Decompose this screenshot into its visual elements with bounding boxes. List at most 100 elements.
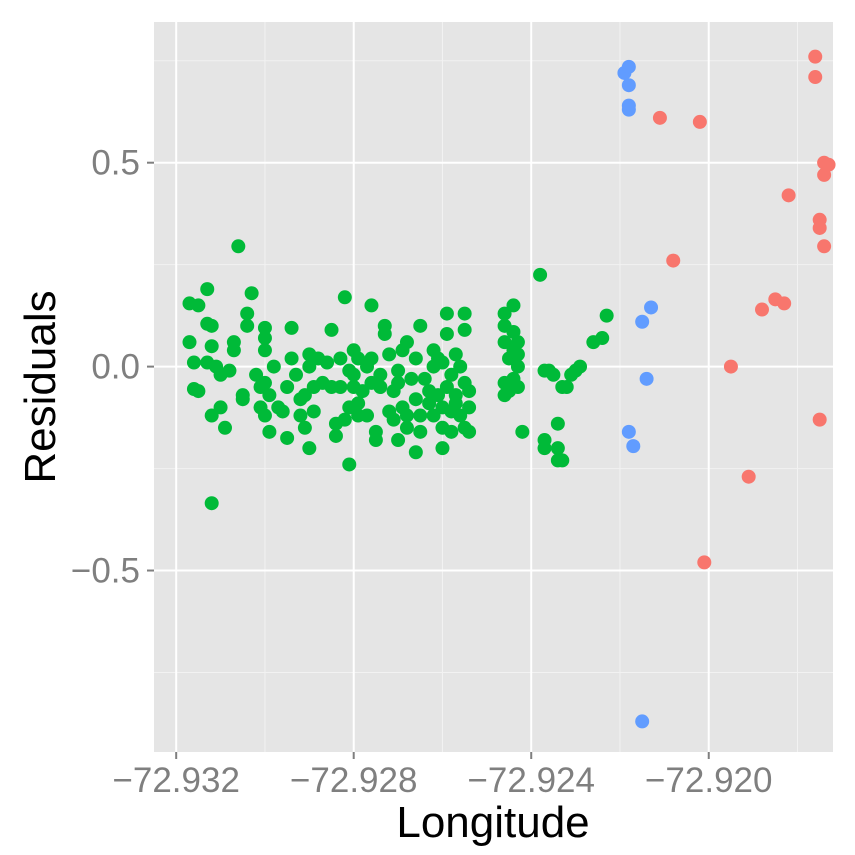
data-point [444,424,459,439]
data-point [417,371,432,386]
data-point [257,331,272,346]
data-point [204,339,219,354]
data-point [399,335,414,350]
data-point [652,110,667,125]
data-point [692,114,707,129]
data-point [186,355,201,370]
data-point [346,367,361,382]
data-point [621,424,636,439]
data-point [306,404,321,419]
data-point [257,320,272,335]
data-point [342,457,357,472]
data-point [510,359,525,374]
data-point [373,380,388,394]
data-point [204,408,219,423]
data-point [573,359,588,374]
data-point [244,286,259,301]
data-point [408,351,423,366]
data-point [777,296,792,311]
data-point [741,469,756,484]
data-point [222,363,237,378]
data-point [448,396,463,411]
data-point [462,384,477,399]
data-point [754,302,769,317]
data-point [431,388,446,403]
data-point [546,367,561,382]
data-point [257,343,272,358]
data-point [550,416,565,431]
data-point [333,380,348,394]
data-point [697,555,712,570]
data-point [262,424,277,439]
y-axis-title: Residuals [16,290,65,483]
data-point [262,388,277,403]
data-point [808,49,823,64]
data-point [293,408,308,423]
data-point [497,335,512,350]
data-point [817,239,832,254]
data-point [355,384,370,399]
axis-ticks [147,161,710,759]
data-point [257,375,272,390]
data-point [408,392,423,407]
data-point [533,267,548,282]
data-point [808,70,823,85]
data-point [550,441,565,456]
data-point [297,420,312,435]
data-point [320,355,335,370]
data-point [635,714,650,729]
data-point [351,351,366,366]
data-point [621,59,636,74]
data-point [218,420,233,435]
x-tick-label: −72.928 [290,761,418,800]
data-point [812,220,827,235]
data-point [426,408,441,423]
data-point [510,347,525,362]
data-point [408,445,423,460]
data-point [457,322,472,337]
data-point [413,424,428,439]
data-point [302,359,317,374]
data-point [639,371,654,386]
data-point [351,396,366,411]
data-point [240,318,255,333]
x-tick-label: −72.932 [112,761,240,800]
data-point [399,408,414,423]
data-point [555,453,570,468]
data-point [462,400,477,415]
data-point [191,298,206,313]
data-point [453,408,468,423]
data-point [364,351,379,366]
data-point [200,282,215,297]
data-point [391,375,406,390]
y-tick-label: 0.0 [91,348,140,387]
data-point [621,102,636,117]
data-point [368,433,383,448]
data-point [280,380,295,394]
data-points [182,49,836,729]
data-point [182,335,197,350]
data-point [235,392,250,407]
data-point [644,300,659,315]
data-point [382,347,397,362]
data-point [284,351,299,366]
data-point [399,420,414,435]
data-point [515,424,530,439]
x-tick-labels: −72.932 −72.928 −72.924 −72.920 [112,761,772,800]
data-point [373,367,388,382]
data-point [821,157,836,172]
data-point [510,335,525,350]
data-point [457,306,472,321]
data-point [537,441,552,456]
data-point [284,320,299,335]
data-point [497,306,512,321]
data-point [213,400,228,415]
data-point [328,428,343,443]
data-point [204,496,219,511]
data-point [231,239,246,254]
data-point [506,298,521,313]
data-point [559,380,574,394]
data-point [781,188,796,203]
data-point [413,318,428,333]
